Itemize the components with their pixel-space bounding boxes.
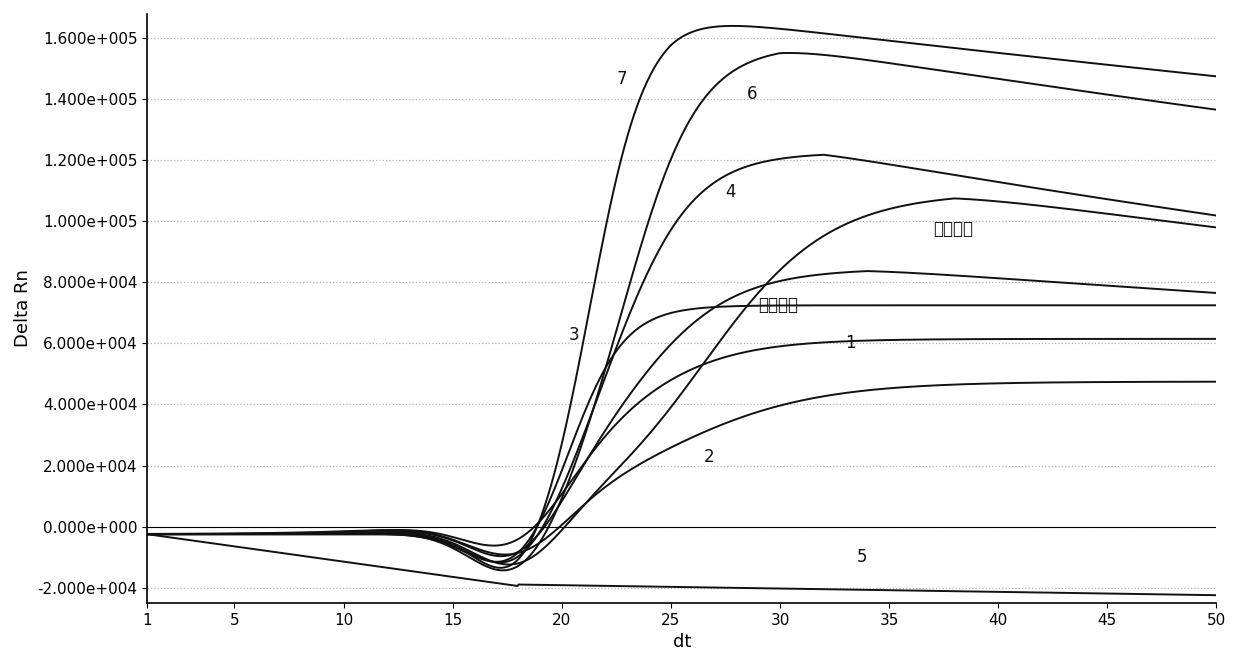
Text: 6: 6 (748, 85, 758, 103)
X-axis label: dt: dt (672, 633, 691, 651)
Text: 3: 3 (568, 327, 579, 344)
Text: 5: 5 (857, 548, 867, 566)
Y-axis label: Delta Rn: Delta Rn (14, 269, 32, 347)
Text: 阴性对照: 阴性对照 (932, 219, 973, 237)
Text: 2: 2 (703, 448, 714, 466)
Text: 7: 7 (616, 70, 627, 88)
Text: 4: 4 (725, 183, 737, 201)
Text: 1: 1 (846, 334, 856, 352)
Text: 阳性对照: 阳性对照 (758, 296, 799, 314)
